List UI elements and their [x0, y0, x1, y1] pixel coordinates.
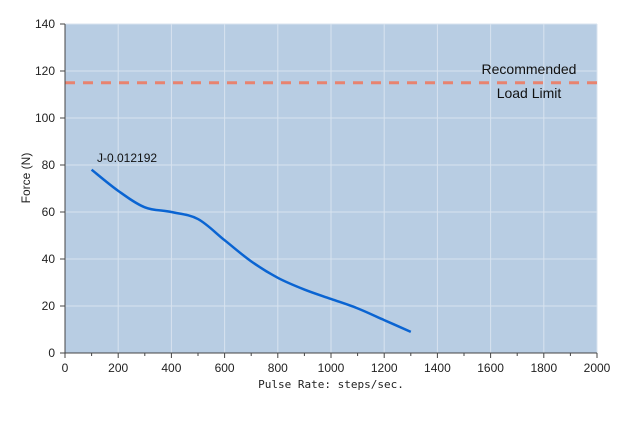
reference-line-label-line2: Load Limit: [497, 85, 562, 101]
y-tick-label: 100: [35, 111, 55, 125]
y-tick-label: 140: [35, 17, 55, 31]
y-axis-title: Force (N): [19, 153, 33, 204]
y-tick-label: 0: [48, 346, 55, 360]
reference-line-label-line1: Recommended: [482, 61, 577, 77]
gridlines: [65, 23, 598, 353]
series-line-0: [90, 168, 412, 333]
y-tick-label: 20: [42, 299, 56, 313]
x-tick-label: 200: [108, 361, 128, 375]
series-group: [90, 168, 412, 333]
x-tick-label: 1200: [371, 361, 398, 375]
x-axis-title: Pulse Rate: steps/sec.: [258, 378, 404, 391]
x-tick-label: 400: [161, 361, 181, 375]
y-tick-label: 40: [42, 252, 56, 266]
x-tick-label: 1800: [530, 361, 557, 375]
y-tick-label: 120: [35, 64, 55, 78]
x-tick-label: 1000: [318, 361, 345, 375]
y-tick-label: 80: [42, 158, 56, 172]
x-tick-label: 1400: [424, 361, 451, 375]
x-tick-label: 800: [268, 361, 288, 375]
y-tick-label: 60: [42, 205, 56, 219]
axes-group: [60, 23, 598, 358]
x-tick-label: 1600: [477, 361, 504, 375]
x-tick-label: 2000: [584, 361, 611, 375]
x-tick-label: 600: [215, 361, 235, 375]
x-tick-label: 0: [62, 361, 69, 375]
series-label: J-0.012192: [97, 151, 157, 165]
